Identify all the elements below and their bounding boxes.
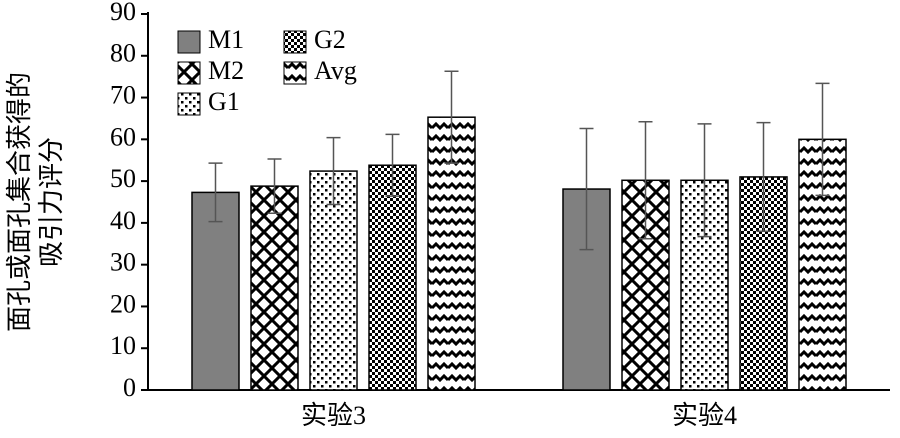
y-axis-label-line: 吸引力评分 [37,137,66,267]
legend-label: G1 [208,87,240,116]
legend-label: M2 [208,56,244,85]
error-bar [638,121,653,240]
y-axis-label-line: 面孔或面孔集合获得的 [5,72,34,332]
bar [250,185,299,391]
error-bar [208,162,223,223]
error-bar [444,70,459,164]
legend-label: Avg [314,56,357,85]
legend-label: G2 [314,25,346,54]
y-tick-label: 20 [110,289,136,318]
y-tick-label: 10 [110,331,136,360]
y-tick-label: 50 [110,164,136,193]
legend-label: M1 [208,25,244,54]
error-bar [326,136,341,206]
legend-swatch [283,61,307,85]
error-bar [756,121,771,232]
legend-swatch [177,30,201,54]
error-bar [697,123,712,238]
legend-swatch [177,92,201,116]
error-bar [815,82,830,197]
y-tick-label: 40 [110,206,136,235]
y-tick-label: 80 [110,39,136,68]
y-tick-label: 90 [110,0,136,26]
bar [798,138,847,391]
x-tick-label: 实验3 [301,401,366,430]
legend-swatch [283,30,307,54]
y-tick-label: 70 [110,81,136,110]
x-tick-label: 实验4 [672,401,737,430]
bar [368,164,417,391]
y-tick-label: 60 [110,122,136,151]
y-tick-label: 0 [123,373,136,402]
bar [191,191,240,391]
error-bar [579,127,594,251]
error-bar [385,133,400,197]
legend-swatch [177,61,201,85]
y-axis-label: 面孔或面孔集合获得的 吸引力评分 [5,72,66,332]
error-bar [267,158,282,215]
y-tick-label: 30 [110,248,136,277]
